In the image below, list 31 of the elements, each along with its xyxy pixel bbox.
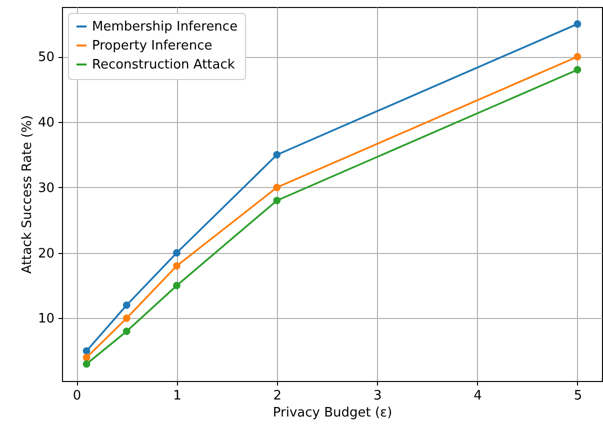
x-tick-label: 3 (373, 388, 382, 404)
point (122, 328, 130, 336)
point (122, 301, 130, 309)
x-tick-label: 4 (474, 388, 482, 404)
y-tick-label: 10 (38, 312, 54, 327)
y-tick-label: 20 (38, 246, 54, 262)
x-axis-title: Privacy Budget (ε) (272, 406, 392, 420)
point (273, 151, 281, 158)
point (173, 282, 180, 290)
x-tick-label: 0 (72, 388, 82, 404)
point (173, 249, 180, 257)
point (273, 184, 281, 192)
x-tick-label: 2 (273, 388, 282, 404)
x-tick-label: 5 (574, 388, 582, 404)
legend-label: Property Inference (92, 38, 212, 54)
point (574, 20, 582, 28)
y-tick-label: 30 (38, 180, 54, 196)
legend-label: Reconstruction Attack (92, 58, 236, 72)
y-axis-title: Attack Success Rate (%) (20, 115, 35, 274)
y-tick-label: 50 (38, 50, 54, 66)
point (82, 347, 90, 355)
point (82, 360, 90, 368)
point (574, 52, 582, 60)
point (574, 66, 582, 74)
x-tick-label: 1 (173, 388, 182, 404)
y-tick-label: 40 (38, 116, 54, 131)
point (173, 262, 180, 270)
point (273, 196, 281, 204)
point (122, 314, 130, 322)
legend-label: Membership Inference (92, 20, 238, 34)
point (82, 354, 90, 362)
